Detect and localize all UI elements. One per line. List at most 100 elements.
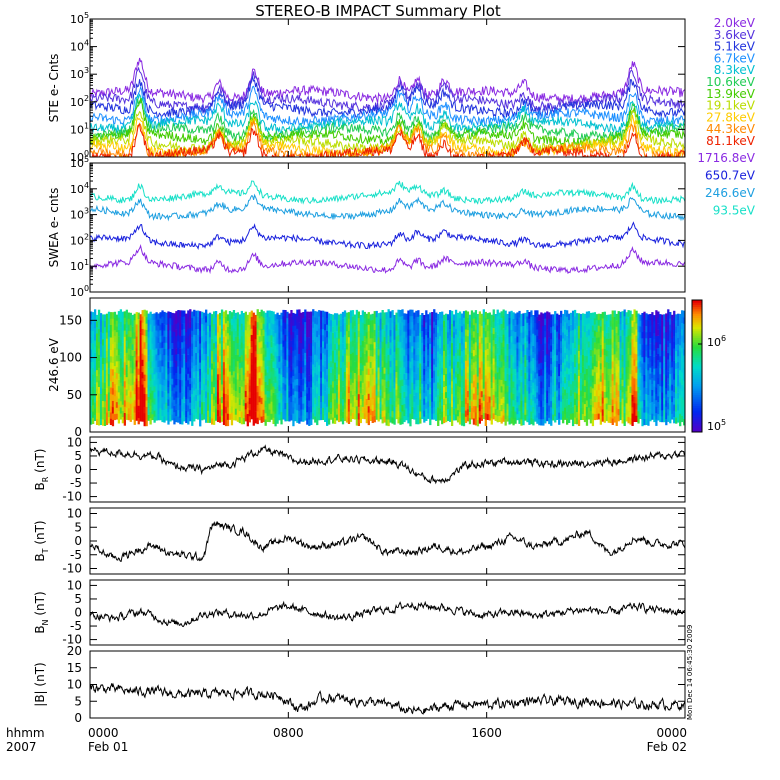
- heatmap-cell: [464, 335, 468, 342]
- heatmap-cell: [375, 383, 378, 390]
- heatmap-cell: [147, 325, 150, 332]
- heatmap-cell: [351, 334, 355, 341]
- heatmap-cell: [147, 313, 150, 320]
- ste-series-line: [90, 85, 685, 127]
- heatmap-cell: [494, 343, 497, 350]
- heatmap-cell: [97, 341, 101, 349]
- heatmap-cell: [401, 322, 404, 329]
- heatmap-cell: [464, 323, 468, 330]
- heatmap-cell: [171, 348, 174, 355]
- heatmap-cell: [125, 376, 128, 384]
- heatmap-cell: [409, 322, 412, 330]
- heatmap-cell: [339, 373, 343, 380]
- heatmap-cell: [534, 335, 537, 342]
- heatmap-cell: [441, 355, 444, 362]
- heatmap-cell: [272, 361, 275, 368]
- heatmap-cell: [619, 323, 622, 331]
- heatmap-cell: [248, 397, 251, 405]
- heatmap-cell: [240, 398, 244, 406]
- heatmap-cell: [492, 400, 495, 408]
- heatmap-cell: [121, 311, 125, 319]
- heatmap-cell: [214, 311, 218, 318]
- heatmap-cell: [232, 371, 236, 378]
- heatmap-cell: [603, 404, 606, 411]
- heatmap-cell: [564, 401, 567, 408]
- heatmap-cell: [617, 311, 620, 318]
- heatmap-cell: [522, 381, 525, 388]
- heatmap-cell: [544, 331, 547, 338]
- heatmap-cell: [429, 368, 432, 376]
- heatmap-cell: [494, 361, 497, 368]
- heatmap-cell: [324, 397, 327, 404]
- heatmap-cell: [397, 309, 400, 317]
- heatmap-cell: [397, 328, 400, 336]
- heatmap-cell: [328, 399, 331, 407]
- heatmap-cell: [577, 375, 581, 383]
- heatmap-cell: [474, 393, 478, 400]
- heatmap-cell: [443, 326, 446, 333]
- heatmap-cell: [526, 310, 529, 317]
- heatmap-cell: [476, 413, 480, 421]
- heatmap-cell: [564, 328, 567, 335]
- heatmap-cell: [143, 335, 146, 343]
- heatmap-cell: [197, 401, 200, 408]
- heatmap-cell: [268, 409, 271, 416]
- heatmap-cell: [573, 335, 577, 342]
- heatmap-cell: [613, 378, 616, 386]
- heatmap-cell: [355, 406, 359, 413]
- heatmap-cell: [367, 362, 370, 369]
- heatmap-cell: [431, 335, 434, 343]
- heatmap-cell: [558, 339, 561, 346]
- heatmap-cell: [286, 372, 289, 379]
- heatmap-cell: [329, 401, 333, 409]
- heatmap-cell: [365, 350, 368, 357]
- heatmap-cell: [554, 335, 557, 343]
- heatmap-cell: [466, 390, 470, 398]
- heatmap-cell: [167, 411, 170, 419]
- heatmap-cell: [566, 335, 569, 343]
- heatmap-cell: [413, 383, 416, 390]
- heatmap-cell: [274, 345, 277, 352]
- heatmap-cell: [272, 392, 275, 400]
- heatmap-cell: [129, 373, 132, 380]
- heatmap-cell: [619, 401, 622, 409]
- heatmap-cell: [526, 359, 529, 367]
- heatmap-cell: [552, 396, 555, 403]
- heatmap-cell: [199, 406, 202, 414]
- heatmap-cell: [224, 368, 228, 375]
- heatmap-cell: [331, 417, 335, 424]
- heatmap-cell: [238, 338, 242, 345]
- heatmap-cell: [131, 407, 134, 414]
- heatmap-cell: [177, 366, 180, 373]
- heatmap-cell: [244, 372, 247, 379]
- heatmap-cell: [510, 342, 513, 349]
- heatmap-cell: [466, 329, 470, 337]
- heatmap-cell: [91, 330, 95, 338]
- heatmap-cell: [365, 404, 368, 412]
- heatmap-cell: [326, 400, 329, 407]
- heatmap-cell: [419, 314, 422, 322]
- heatmap-cell: [520, 363, 523, 370]
- heatmap-cell: [234, 330, 238, 338]
- heatmap-cell: [179, 360, 182, 368]
- heatmap-cell: [583, 331, 587, 339]
- heatmap-cell: [220, 353, 224, 360]
- heatmap-cell: [447, 314, 450, 321]
- heatmap-cell: [441, 417, 444, 425]
- heatmap-cell: [512, 406, 515, 413]
- heatmap-cell: [571, 406, 575, 414]
- heatmap-cell: [320, 407, 323, 415]
- heatmap-cell: [232, 310, 236, 317]
- heatmap-cell: [306, 374, 309, 381]
- heatmap-cell: [595, 372, 599, 379]
- heatmap-cell: [210, 338, 214, 345]
- heatmap-cell: [542, 394, 545, 401]
- heatmap-cell: [371, 313, 374, 321]
- heatmap-cell: [500, 336, 503, 343]
- heatmap-cell: [133, 332, 136, 339]
- heatmap-cell: [133, 418, 136, 425]
- heatmap-cell: [480, 349, 483, 356]
- heatmap-cell: [474, 418, 478, 426]
- heatmap-cell: [181, 342, 184, 349]
- heatmap-cell: [560, 329, 563, 336]
